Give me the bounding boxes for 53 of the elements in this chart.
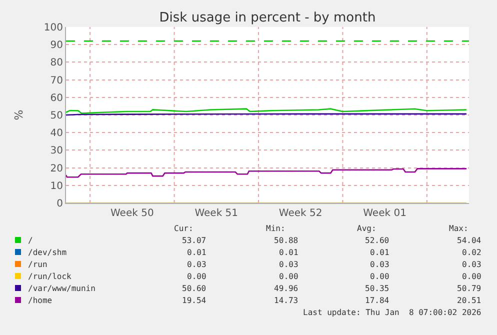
text: Max: xyxy=(449,224,468,233)
text: 52.60 xyxy=(365,236,390,245)
text: 0.00 xyxy=(279,272,298,281)
y-tick-label: 0 xyxy=(56,198,63,210)
text: 0.03 xyxy=(279,260,298,269)
text: 0.03 xyxy=(187,260,206,269)
text: 50.60 xyxy=(182,284,206,293)
legend-label: /var/www/munin xyxy=(28,284,96,293)
text: 14.73 xyxy=(274,296,298,305)
text: 17.84 xyxy=(365,296,390,305)
text: 50.88 xyxy=(274,236,298,245)
text: 50.79 xyxy=(457,284,482,293)
text: 0.00 xyxy=(187,272,206,281)
text: 0.01 xyxy=(279,248,298,257)
text: 53.07 xyxy=(182,236,206,245)
text: 0.01 xyxy=(187,248,206,257)
line-series xyxy=(66,168,468,178)
y-tick-label: 20 xyxy=(50,163,63,174)
text: 20.51 xyxy=(457,296,482,305)
y-tick-label: 10 xyxy=(50,180,63,192)
legend-label: /dev/shm xyxy=(28,248,67,257)
chart-title: Disk usage in percent - by month xyxy=(159,10,376,26)
y-tick-label: 50 xyxy=(50,110,63,122)
x-tick-label: Week 01 xyxy=(363,208,406,219)
x-tick-label: Week 51 xyxy=(194,208,238,219)
text: Avg: xyxy=(357,224,376,233)
text: 0.01 xyxy=(370,248,390,257)
x-tick-label: Week 50 xyxy=(110,208,154,219)
x-tick-label: Week 52 xyxy=(278,208,322,219)
text: 0.00 xyxy=(370,272,390,281)
text: 54.04 xyxy=(457,236,482,245)
text: 0.03 xyxy=(462,260,482,269)
y-tick-label: 90 xyxy=(50,40,63,52)
text: Min: xyxy=(266,224,286,233)
y-tick-label: 70 xyxy=(50,75,63,86)
text: 0.00 xyxy=(462,272,482,281)
text: 49.96 xyxy=(274,284,298,293)
text: 0.02 xyxy=(462,248,482,257)
text: Cur: xyxy=(174,224,194,233)
text: 0.03 xyxy=(370,260,390,269)
y-tick-label: 40 xyxy=(50,128,63,140)
y-tick-label: 30 xyxy=(50,146,63,157)
y-axis-title: % xyxy=(12,110,26,120)
text: Last update: Thu Jan 8 07:00:02 2026 xyxy=(303,308,482,317)
y-tick-label: 100 xyxy=(44,22,63,34)
text: 19.54 xyxy=(182,296,206,305)
text: 50.35 xyxy=(365,284,390,293)
y-tick-label: 80 xyxy=(50,58,63,69)
legend-label: / xyxy=(28,236,33,245)
legend-label: /run/lock xyxy=(28,272,72,281)
legend-label: /run xyxy=(28,260,48,269)
y-tick-label: 60 xyxy=(50,92,63,104)
legend-label: /home xyxy=(28,296,52,305)
